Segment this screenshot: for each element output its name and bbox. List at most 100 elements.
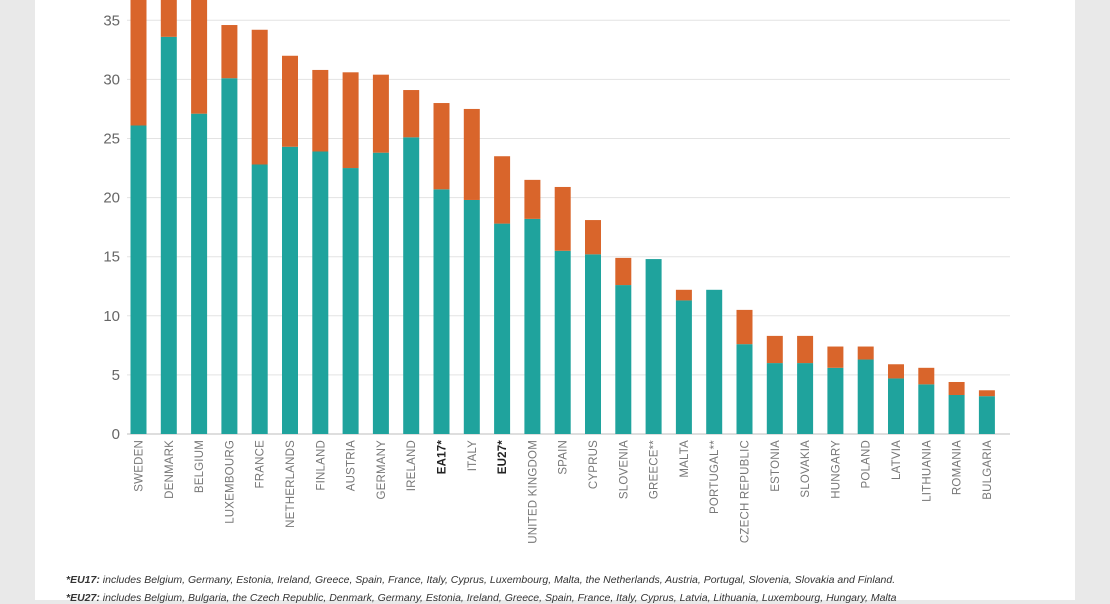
x-tick-label: FINLAND: [315, 440, 327, 491]
bar-segment-top: [312, 69, 329, 152]
bar-segment-base: [645, 259, 662, 434]
x-tick-label: CZECH REPUBLIC: [740, 440, 752, 543]
bar-segment-top: [827, 346, 844, 368]
bar-segment-base: [312, 151, 329, 434]
bar-segment-base: [251, 164, 268, 434]
bar-segment-base: [403, 137, 420, 434]
x-tick-label: ESTONIA: [770, 440, 782, 492]
bar-segment-top: [191, 0, 208, 114]
bar-segment-top: [130, 0, 147, 126]
bar-segment-top: [251, 29, 268, 165]
bars: [130, 0, 995, 435]
x-tick-label: POLAND: [861, 440, 873, 489]
x-tick-label: BULGARIA: [982, 440, 994, 500]
stacked-bar-chart: 0 5 10 15 20 25 30 35 SWEDEN DENMARK BELGIUM LUXEM…: [103, 0, 1010, 544]
y-tick-label: 15: [103, 249, 120, 266]
bar-segment-base: [282, 146, 298, 435]
y-tick-label: 0: [112, 426, 120, 443]
bar-segment-base: [675, 300, 692, 434]
footnote-key: *EU27:: [66, 592, 100, 604]
bar-segment-top: [221, 25, 238, 79]
bar-segment-top: [342, 72, 359, 169]
bar-segment-top: [857, 346, 874, 360]
bar-segment-base: [585, 254, 601, 434]
bar-segment-top: [282, 55, 298, 147]
x-tick-label: UNITED KINGDOM: [527, 440, 539, 544]
bar-segment-base: [372, 152, 389, 434]
bar-segment-base: [494, 223, 511, 434]
x-tick-label: AUSTRIA: [346, 440, 358, 491]
x-tick-label: IRELAND: [406, 440, 418, 491]
bar-segment-top: [615, 257, 632, 286]
bar-segment-base: [766, 363, 783, 434]
x-tick-label: EA17*: [437, 440, 449, 475]
x-tick-label: MALTA: [679, 440, 691, 478]
bar-segment-top: [554, 186, 571, 251]
x-tick-label: SLOVAKIA: [800, 440, 812, 498]
x-tick-label: BELGIUM: [194, 440, 206, 493]
bar-segment-top: [948, 381, 965, 395]
x-tick-label: FRANCE: [255, 440, 267, 489]
x-tick-label: SWEDEN: [134, 440, 146, 492]
bar-segment-base: [160, 36, 177, 435]
bar-segment-base: [463, 199, 480, 434]
bar-segment-base: [615, 285, 632, 434]
bar-segment-top: [585, 220, 601, 255]
bar-segment-top: [918, 367, 935, 385]
bar-segment-base: [221, 78, 238, 434]
x-tick-label: DENMARK: [164, 440, 176, 499]
y-tick-label: 25: [103, 131, 120, 148]
x-axis-labels: SWEDEN DENMARK BELGIUM LUXEMBOURG FRANCE NETH…: [134, 440, 994, 544]
bar-segment-base: [433, 189, 450, 434]
bar-segment-base: [524, 218, 541, 434]
bar-segment-base: [130, 125, 147, 435]
y-tick-label: 35: [103, 12, 120, 29]
x-tick-label: GREECE**: [649, 440, 661, 499]
y-tick-label: 10: [103, 308, 120, 325]
footnote-key: *EU17:: [66, 574, 100, 586]
bar-segment-top: [372, 74, 389, 153]
y-tick-label: 20: [103, 190, 120, 207]
footnote-ea17: *EU17: includes Belgium, Germany, Estoni…: [66, 574, 1066, 586]
chart-card: 0 5 10 15 20 25 30 35 SWEDEN DENMARK BELGIUM LUXEM…: [35, 0, 1075, 604]
x-tick-label: ITALY: [467, 440, 479, 471]
bar-segment-top: [978, 390, 995, 397]
x-tick-label: SLOVENIA: [618, 440, 630, 499]
y-axis-ticks: 0 5 10 15 20 25 30 35: [103, 12, 120, 443]
x-tick-label: ROMANIA: [952, 440, 964, 495]
x-tick-label: CYPRUS: [588, 440, 600, 489]
bar-segment-base: [736, 344, 753, 434]
bar-segment-top: [494, 156, 511, 224]
bar-segment-top: [403, 90, 420, 138]
x-tick-label: HUNGARY: [830, 440, 842, 499]
footnote-text: includes Belgium, Bulgaria, the Czech Re…: [99, 592, 897, 604]
bar-segment-base: [857, 359, 874, 434]
footnote-text: includes Belgium, Germany, Estonia, Irel…: [99, 574, 896, 586]
bar-segment-top: [463, 108, 480, 200]
bar-segment-top: [433, 103, 450, 190]
x-tick-label: SPAIN: [558, 440, 570, 475]
bar-segment-base: [191, 113, 208, 434]
x-tick-label: NETHERLANDS: [285, 440, 297, 528]
bar-segment-base: [797, 363, 814, 434]
x-tick-label: PORTUGAL**: [709, 440, 721, 514]
bar-segment-base: [554, 250, 571, 434]
bar-segment-base: [706, 289, 723, 434]
bar-segment-top: [675, 289, 692, 301]
bar-segment-top: [888, 364, 904, 379]
x-tick-label: LATVIA: [891, 440, 903, 480]
x-tick-label: GERMANY: [376, 440, 388, 500]
bar-segment-base: [918, 384, 935, 434]
bar-segment-top: [524, 179, 541, 219]
bar-segment-top: [736, 309, 753, 345]
x-tick-label: EU27*: [497, 440, 509, 475]
x-tick-label: LITHUANIA: [921, 440, 933, 502]
bar-segment-top: [160, 0, 177, 37]
bar-segment-top: [766, 335, 783, 364]
y-tick-label: 5: [112, 367, 120, 384]
bar-segment-base: [827, 367, 844, 434]
y-tick-label: 30: [103, 71, 120, 88]
bar-segment-top: [797, 335, 814, 364]
x-tick-label: LUXEMBOURG: [224, 440, 236, 524]
footnote-eu27: *EU27: includes Belgium, Bulgaria, the C…: [66, 592, 1066, 604]
